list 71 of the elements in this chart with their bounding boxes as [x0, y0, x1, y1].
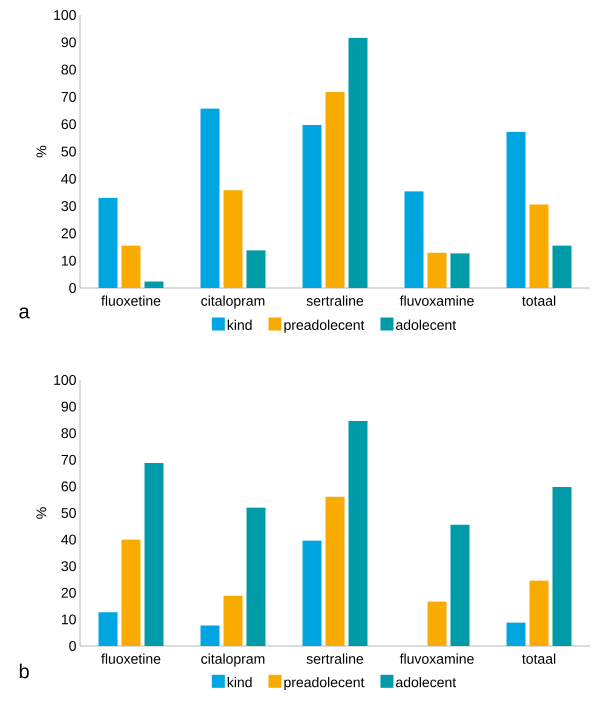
x-tick-label: sertraline: [306, 654, 364, 664]
bar: [326, 92, 344, 288]
bar: [428, 252, 446, 288]
bar: [224, 190, 242, 288]
bar: [552, 486, 572, 646]
bar: [552, 246, 572, 288]
x-tick-label: fluoxetine: [101, 654, 160, 664]
y-axis-title: %: [36, 146, 46, 158]
y-axis-title: %: [36, 507, 46, 519]
x-tick-label: sertraline: [306, 296, 364, 306]
y-tick-label: 50: [61, 146, 76, 156]
y-tick-label: 30: [61, 561, 76, 572]
legend-label: adolecent: [396, 676, 456, 688]
y-tick-label: 70: [62, 454, 76, 465]
bar: [246, 250, 266, 288]
legend-label: kind: [228, 676, 252, 688]
x-tick-label: fluvoxamine: [400, 296, 474, 306]
bar: [530, 204, 548, 288]
y-tick-label: 60: [62, 119, 76, 130]
bar: [246, 508, 266, 646]
bar: [450, 253, 470, 288]
x-tick-label: citalopram: [201, 654, 264, 667]
bar: [348, 420, 368, 646]
legend-label: preadolecent: [284, 676, 364, 690]
bar: [530, 580, 548, 646]
bar: [302, 125, 322, 288]
text: b: [20, 664, 29, 678]
x-tick-label: totaal: [522, 296, 556, 306]
y-tick-label: 80: [62, 64, 76, 75]
y-tick-label: 100: [54, 10, 76, 20]
y-tick-label: 0: [69, 283, 76, 293]
legend-label: adolecent: [396, 320, 456, 330]
y-tick-label: 70: [62, 92, 76, 102]
y-tick-label: 60: [62, 481, 76, 492]
y-tick-label: 40: [61, 534, 76, 545]
bar: [224, 596, 242, 646]
x-tick-label: fluoxetine: [101, 296, 160, 306]
bar: [144, 281, 164, 288]
y-tick-label: 90: [62, 37, 76, 48]
y-tick-label: 10: [62, 256, 76, 266]
y-tick-label: 100: [54, 375, 76, 385]
bar: [122, 540, 140, 646]
text: a: [19, 308, 30, 318]
bar: [98, 198, 118, 288]
x-tick-label: citalopram: [201, 296, 264, 309]
x-tick-label: fluvoxamine: [400, 654, 474, 664]
bar: [348, 38, 368, 288]
bar: [122, 246, 140, 288]
y-tick-label: 50: [61, 508, 76, 518]
legend-label: preadolecent: [284, 320, 364, 333]
bar: [200, 108, 220, 288]
x-tick-label: totaal: [522, 654, 556, 664]
y-tick-label: 30: [61, 201, 76, 212]
bar: [506, 622, 526, 646]
bar: [404, 191, 424, 288]
bar: [98, 612, 118, 646]
bar: [428, 602, 446, 646]
y-tick-label: 0: [69, 641, 76, 651]
y-tick-label: 90: [62, 402, 76, 412]
bar: [200, 626, 220, 646]
y-tick-label: 80: [62, 428, 76, 438]
y-tick-label: 10: [62, 614, 76, 624]
y-tick-label: 40: [61, 174, 76, 184]
bar: [144, 462, 164, 646]
bar: [326, 496, 344, 646]
y-tick-label: 20: [62, 588, 76, 598]
legend-label: kind: [228, 320, 252, 330]
bar: [506, 132, 526, 288]
bar: [302, 540, 322, 646]
bar: [450, 524, 470, 646]
y-tick-label: 20: [62, 228, 76, 238]
